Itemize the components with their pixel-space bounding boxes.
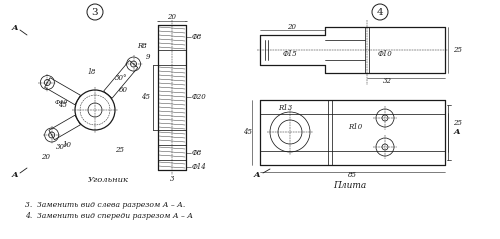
Text: 20: 20: [41, 153, 50, 161]
Text: 45: 45: [244, 128, 252, 136]
Polygon shape: [49, 115, 80, 140]
Text: Ф20: Ф20: [192, 93, 207, 101]
Text: 3.  Заменить вид слева разрезом А – А.: 3. Заменить вид слева разрезом А – А.: [25, 201, 185, 209]
Text: A: A: [12, 24, 18, 32]
Text: 3: 3: [170, 175, 174, 183]
Text: 25: 25: [453, 119, 462, 127]
Text: 20: 20: [168, 13, 176, 21]
Text: 45: 45: [58, 101, 67, 109]
Text: Угольник: Угольник: [88, 176, 128, 184]
Polygon shape: [44, 78, 80, 105]
Text: R8: R8: [136, 42, 146, 50]
Text: 18: 18: [88, 68, 96, 76]
Polygon shape: [104, 60, 138, 98]
Text: Ф14: Ф14: [192, 163, 207, 171]
Text: 45: 45: [142, 93, 150, 101]
Text: 30°: 30°: [116, 74, 128, 82]
Text: 25: 25: [116, 146, 124, 154]
Text: A: A: [454, 128, 460, 136]
Text: Ф40: Ф40: [54, 99, 68, 104]
Text: 4.  Заменить вид спереди разрезом А – А: 4. Заменить вид спереди разрезом А – А: [25, 212, 193, 220]
Text: R10: R10: [348, 123, 362, 131]
Text: 4: 4: [376, 7, 384, 16]
Text: 85: 85: [348, 171, 356, 179]
Text: 30°: 30°: [56, 143, 68, 151]
Text: Ф8: Ф8: [192, 33, 202, 41]
Text: 3: 3: [92, 7, 98, 16]
Text: 10: 10: [62, 141, 72, 149]
Text: A: A: [12, 171, 18, 179]
Text: Ф15: Ф15: [282, 50, 298, 58]
Text: 20: 20: [288, 23, 296, 31]
Text: R13: R13: [278, 104, 292, 112]
Text: Ф10: Ф10: [378, 50, 392, 58]
Text: 9: 9: [146, 53, 150, 61]
Text: 32: 32: [382, 77, 392, 85]
Text: Ф8: Ф8: [192, 149, 202, 157]
Text: 25: 25: [453, 46, 462, 54]
Text: A: A: [254, 171, 260, 179]
Text: 60: 60: [119, 86, 128, 94]
Text: Плита: Плита: [334, 180, 366, 190]
